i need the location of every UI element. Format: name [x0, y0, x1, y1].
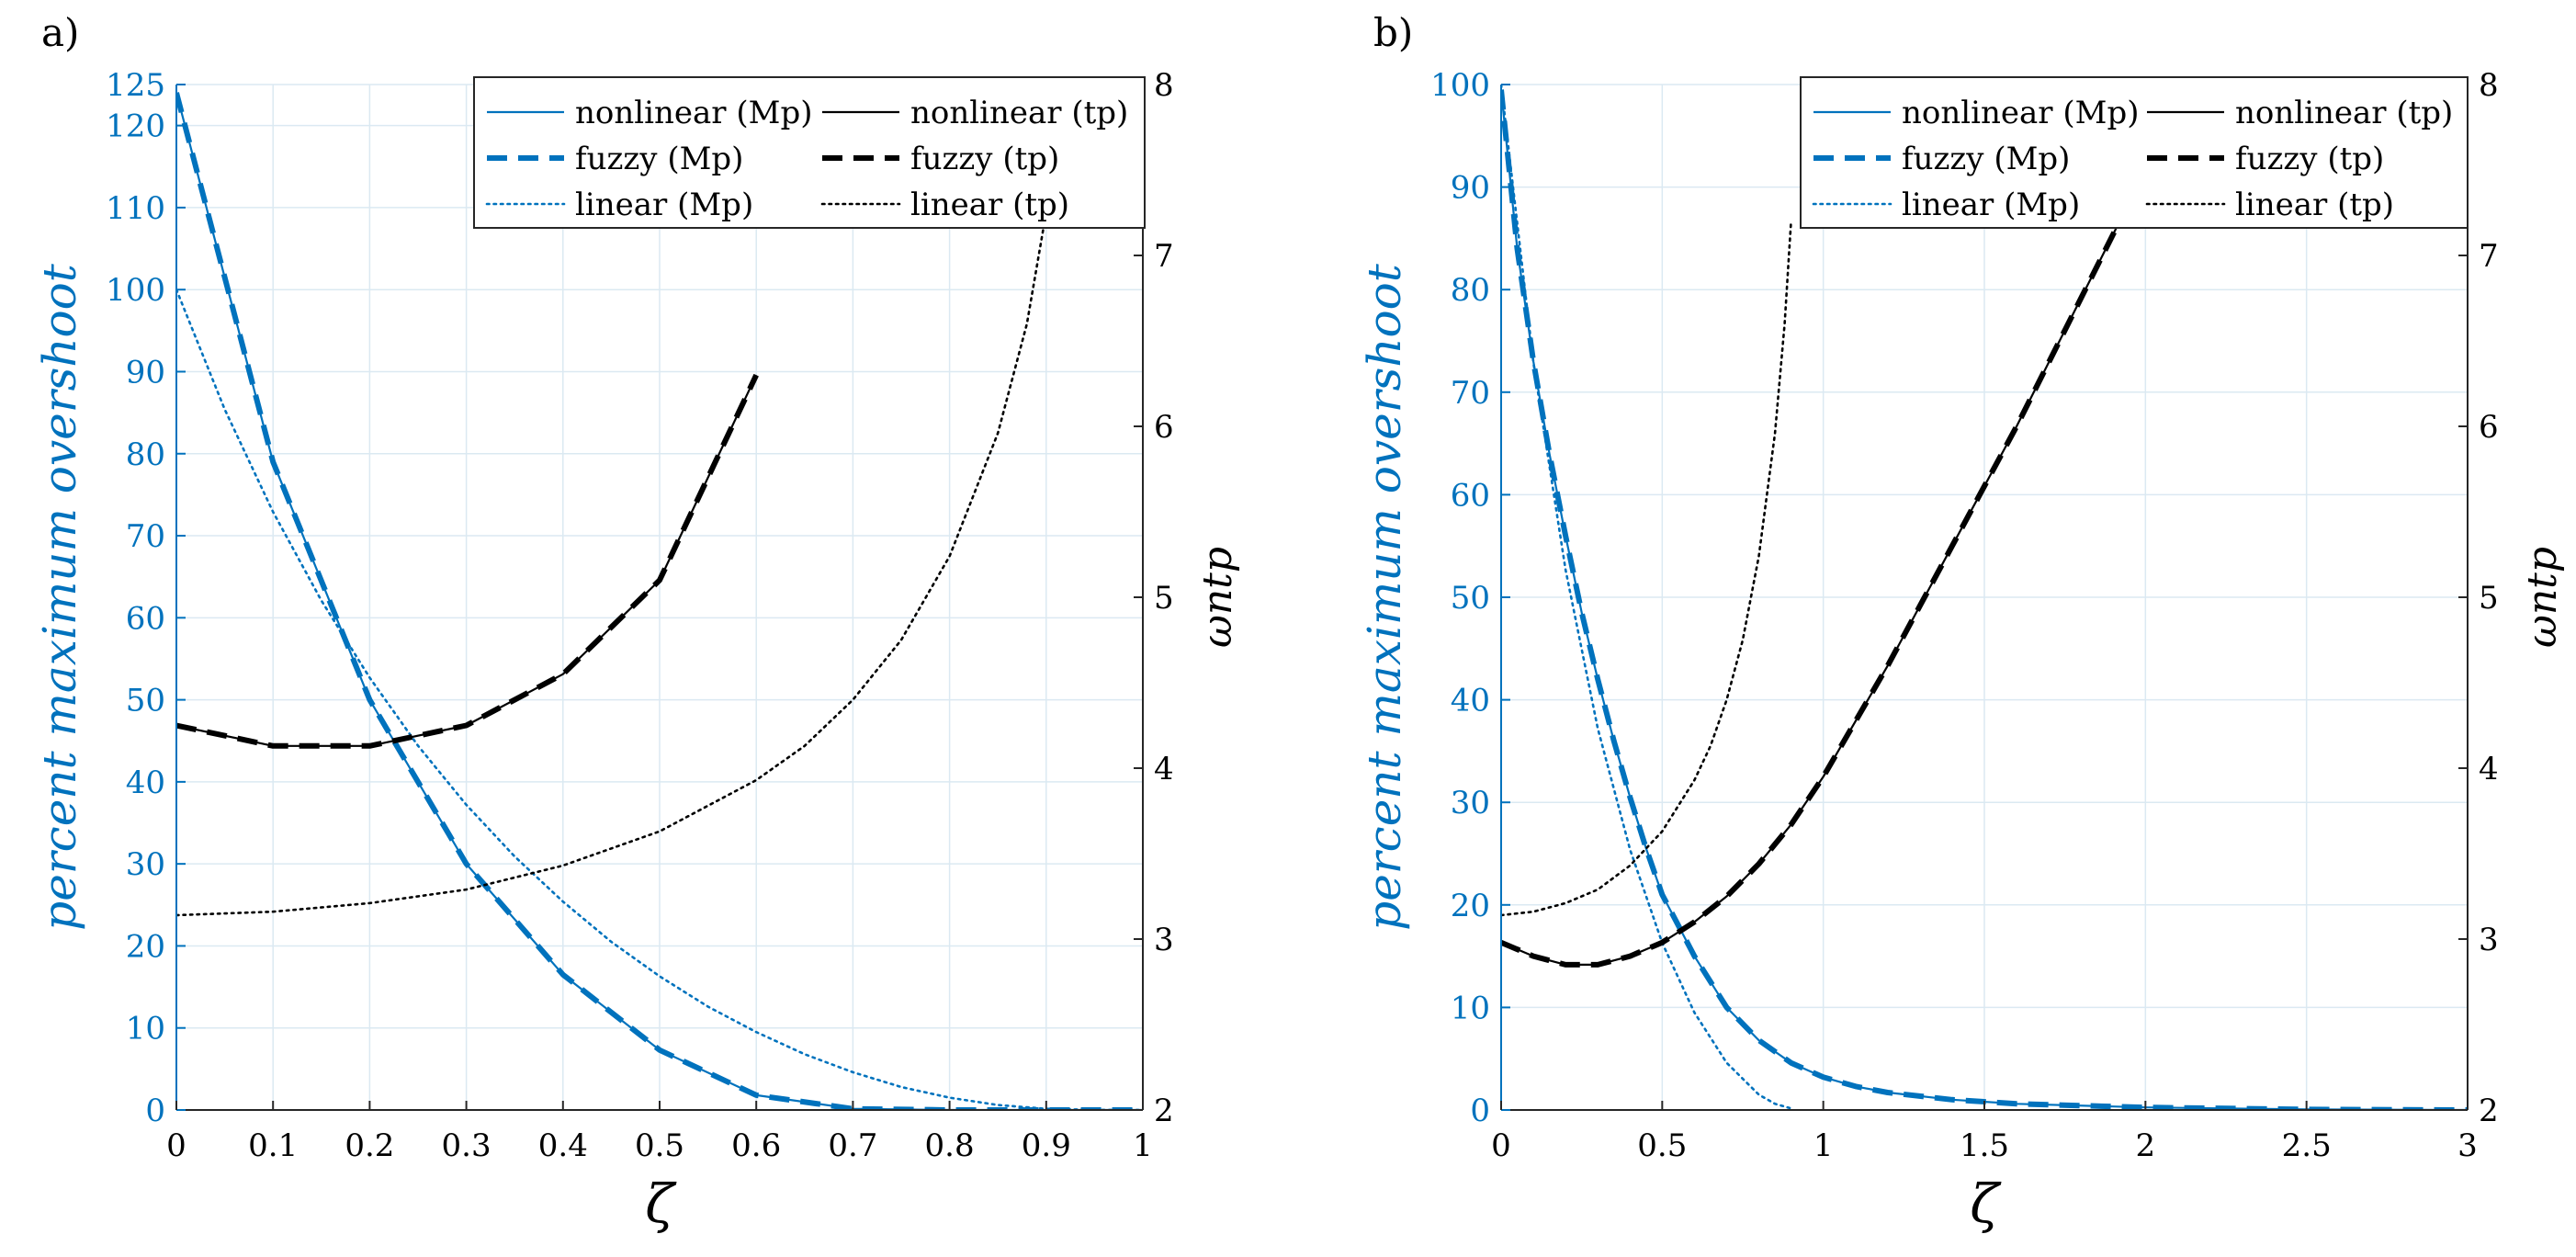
y-left-tick-label: 40: [126, 764, 165, 801]
x-tick-label: 0.4: [538, 1127, 588, 1164]
panel-label: b): [1373, 10, 1413, 55]
y-left-tick-label: 30: [1451, 785, 1490, 821]
legend-label-linear-mp: linear (Mp): [1902, 187, 2080, 223]
y-axis-label-right: ωntp: [1194, 547, 1241, 648]
legend-label-linear-tp: linear (tp): [2235, 187, 2394, 223]
x-tick-label: 0.5: [1637, 1127, 1687, 1164]
legend-label-nonlinear-mp: nonlinear (Mp): [1902, 95, 2139, 131]
legend: nonlinear (Mp) nonlinear (tp) fuzzy (Mp) fu…: [1800, 76, 2469, 229]
series-line-linear-mp: [1501, 85, 1792, 1110]
y-right-tick-label: 4: [2479, 751, 2499, 787]
x-tick-label: 0.1: [248, 1127, 298, 1164]
x-axis-label: ζ: [1970, 1172, 2002, 1235]
x-tick-label: 1: [1813, 1127, 1834, 1164]
legend-label-fuzzy-tp: fuzzy (tp): [2235, 141, 2384, 177]
x-tick-label: 0: [166, 1127, 186, 1164]
x-axis-label: ζ: [645, 1172, 677, 1235]
y-right-tick-label: 2: [1154, 1093, 1174, 1129]
x-tick-label: 0: [1491, 1127, 1511, 1164]
y-left-tick-label: 100: [1430, 67, 1490, 104]
y-left-tick-label: 70: [126, 518, 165, 555]
y-left-tick-label: 90: [126, 354, 165, 391]
legend: nonlinear (Mp) nonlinear (tp) fuzzy (Mp) fu…: [473, 76, 1146, 229]
y-right-tick-label: 8: [2479, 67, 2499, 104]
x-tick-label: 3: [2457, 1127, 2478, 1164]
series-line-fuzzy-mp: [1501, 89, 2468, 1110]
legend-label-nonlinear-tp: nonlinear (tp): [910, 95, 1128, 131]
series-line-linear-mp: [176, 288, 1143, 1110]
y-left-tick-label: 20: [1451, 888, 1490, 924]
x-tick-label: 2.5: [2282, 1127, 2332, 1164]
x-tick-label: 2: [2136, 1127, 2156, 1164]
x-tick-label: 0.9: [1022, 1127, 1071, 1164]
y-left-tick-label: 30: [126, 846, 165, 883]
y-left-tick-label: 50: [126, 683, 165, 719]
x-tick-label: 0.8: [925, 1127, 975, 1164]
panel-label: a): [41, 10, 79, 55]
legend-label-fuzzy-tp: fuzzy (tp): [910, 141, 1059, 177]
y-axis-label-left: percent maximum overshoot: [1358, 263, 1411, 931]
legend-label-fuzzy-mp: fuzzy (Mp): [1902, 141, 2070, 177]
legend-label-fuzzy-mp: fuzzy (Mp): [575, 141, 743, 177]
series-line-nonlinear-tp: [1501, 221, 2121, 967]
y-right-tick-label: 3: [2479, 922, 2499, 958]
y-right-tick-label: 8: [1154, 67, 1174, 104]
y-right-tick-label: 6: [2479, 409, 2499, 446]
legend-label-nonlinear-tp: nonlinear (tp): [2235, 95, 2453, 131]
series-line-fuzzy-tp: [176, 373, 759, 749]
legend-label-nonlinear-mp: nonlinear (Mp): [575, 95, 812, 131]
y-left-tick-label: 10: [126, 1011, 165, 1048]
legend-box: [1800, 76, 2469, 229]
y-left-tick-label: 70: [1451, 375, 1490, 412]
legend-box: [473, 76, 1146, 229]
y-right-tick-label: 3: [1154, 922, 1174, 958]
x-tick-label: 0.3: [442, 1127, 491, 1164]
y-axis-label-left: percent maximum overshoot: [33, 263, 86, 931]
y-left-tick-label: 40: [1451, 683, 1490, 719]
series-line-linear-tp: [1501, 220, 1792, 917]
series-line-fuzzy-tp: [1501, 220, 2122, 968]
x-tick-label: 0.5: [635, 1127, 684, 1164]
x-tick-label: 0.2: [345, 1127, 394, 1164]
y-right-tick-label: 4: [1154, 751, 1174, 787]
y-left-tick-label: 110: [106, 190, 165, 227]
y-right-tick-label: 5: [2479, 580, 2499, 617]
y-left-tick-label: 60: [1451, 477, 1490, 514]
y-left-tick-label: 50: [1451, 580, 1490, 617]
y-left-tick-label: 0: [145, 1093, 165, 1129]
y-left-tick-label: 80: [126, 436, 165, 473]
x-tick-label: 1.5: [1960, 1127, 2009, 1164]
series-line-fuzzy-mp: [176, 92, 1143, 1110]
x-tick-label: 0.7: [828, 1127, 877, 1164]
x-tick-label: 0.6: [731, 1127, 781, 1164]
y-axis-label-right: ωntp: [2519, 547, 2566, 648]
y-left-tick-label: 20: [126, 928, 165, 965]
y-right-tick-label: 6: [1154, 409, 1174, 446]
y-left-tick-label: 60: [126, 600, 165, 637]
legend-label-linear-mp: linear (Mp): [575, 187, 753, 223]
legend-label-linear-tp: linear (tp): [910, 187, 1069, 223]
y-right-tick-label: 5: [1154, 580, 1174, 617]
y-left-tick-label: 10: [1451, 990, 1490, 1026]
y-right-tick-label: 2: [2479, 1093, 2499, 1129]
x-tick-label: 1: [1133, 1127, 1153, 1164]
y-left-tick-label: 80: [1451, 272, 1490, 309]
y-left-tick-label: 90: [1451, 170, 1490, 207]
y-right-tick-label: 7: [1154, 238, 1174, 275]
y-left-tick-label: 120: [106, 108, 165, 145]
y-right-tick-label: 7: [2479, 238, 2499, 275]
y-left-tick-label: 0: [1470, 1093, 1490, 1129]
y-left-tick-label: 100: [106, 272, 165, 309]
series-line-linear-tp: [176, 154, 1057, 917]
y-left-tick-label: 125: [106, 67, 165, 104]
